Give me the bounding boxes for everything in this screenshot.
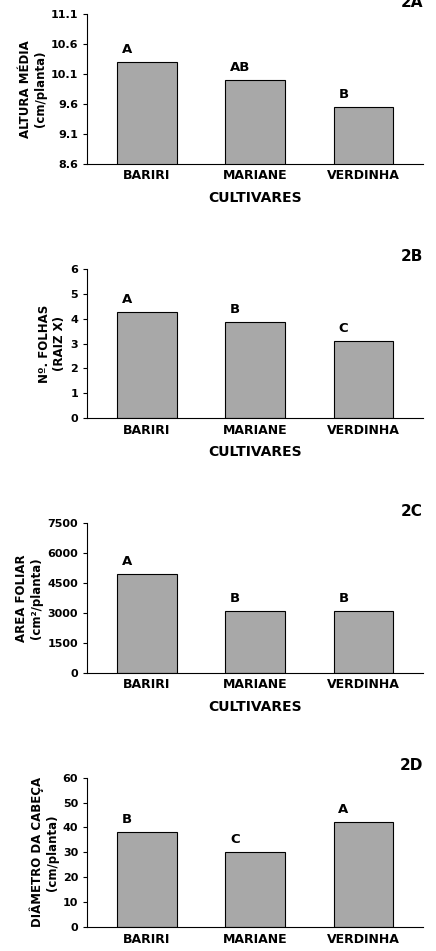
Text: C: C: [338, 321, 348, 335]
Bar: [225, 611, 285, 672]
Text: A: A: [338, 804, 349, 817]
Bar: [225, 321, 285, 418]
Bar: [334, 107, 393, 679]
Text: A: A: [122, 43, 132, 56]
Bar: [225, 852, 285, 927]
Y-axis label: AREA FOLIAR
(cm²/planta): AREA FOLIAR (cm²/planta): [15, 554, 43, 642]
Bar: [334, 823, 393, 927]
Text: C: C: [230, 833, 240, 846]
Text: A: A: [122, 293, 132, 306]
Text: 2D: 2D: [399, 758, 423, 773]
X-axis label: CULTIVARES: CULTIVARES: [208, 700, 302, 713]
Text: 2C: 2C: [401, 504, 423, 518]
Bar: [117, 574, 177, 672]
Text: A: A: [122, 555, 132, 568]
Bar: [225, 80, 285, 679]
Bar: [334, 611, 393, 672]
Bar: [117, 312, 177, 418]
X-axis label: CULTIVARES: CULTIVARES: [208, 191, 302, 204]
Y-axis label: ALTURA MÉDIA
(cm/planta): ALTURA MÉDIA (cm/planta): [18, 40, 47, 138]
Y-axis label: Nº. FOLHAS
(RAIZ X): Nº. FOLHAS (RAIZ X): [38, 304, 66, 382]
Text: B: B: [338, 88, 348, 101]
Text: B: B: [122, 813, 132, 826]
X-axis label: CULTIVARES: CULTIVARES: [208, 445, 302, 459]
Text: B: B: [338, 592, 348, 605]
Text: B: B: [230, 592, 240, 606]
Bar: [117, 62, 177, 679]
Text: B: B: [230, 302, 240, 316]
Text: 2B: 2B: [401, 249, 423, 264]
Bar: [117, 832, 177, 927]
Bar: [334, 340, 393, 418]
Text: AB: AB: [230, 61, 250, 74]
Text: 2A: 2A: [400, 0, 423, 10]
Y-axis label: DIÂMETRO DA CABEÇA
(cm/planta): DIÂMETRO DA CABEÇA (cm/planta): [29, 777, 58, 927]
